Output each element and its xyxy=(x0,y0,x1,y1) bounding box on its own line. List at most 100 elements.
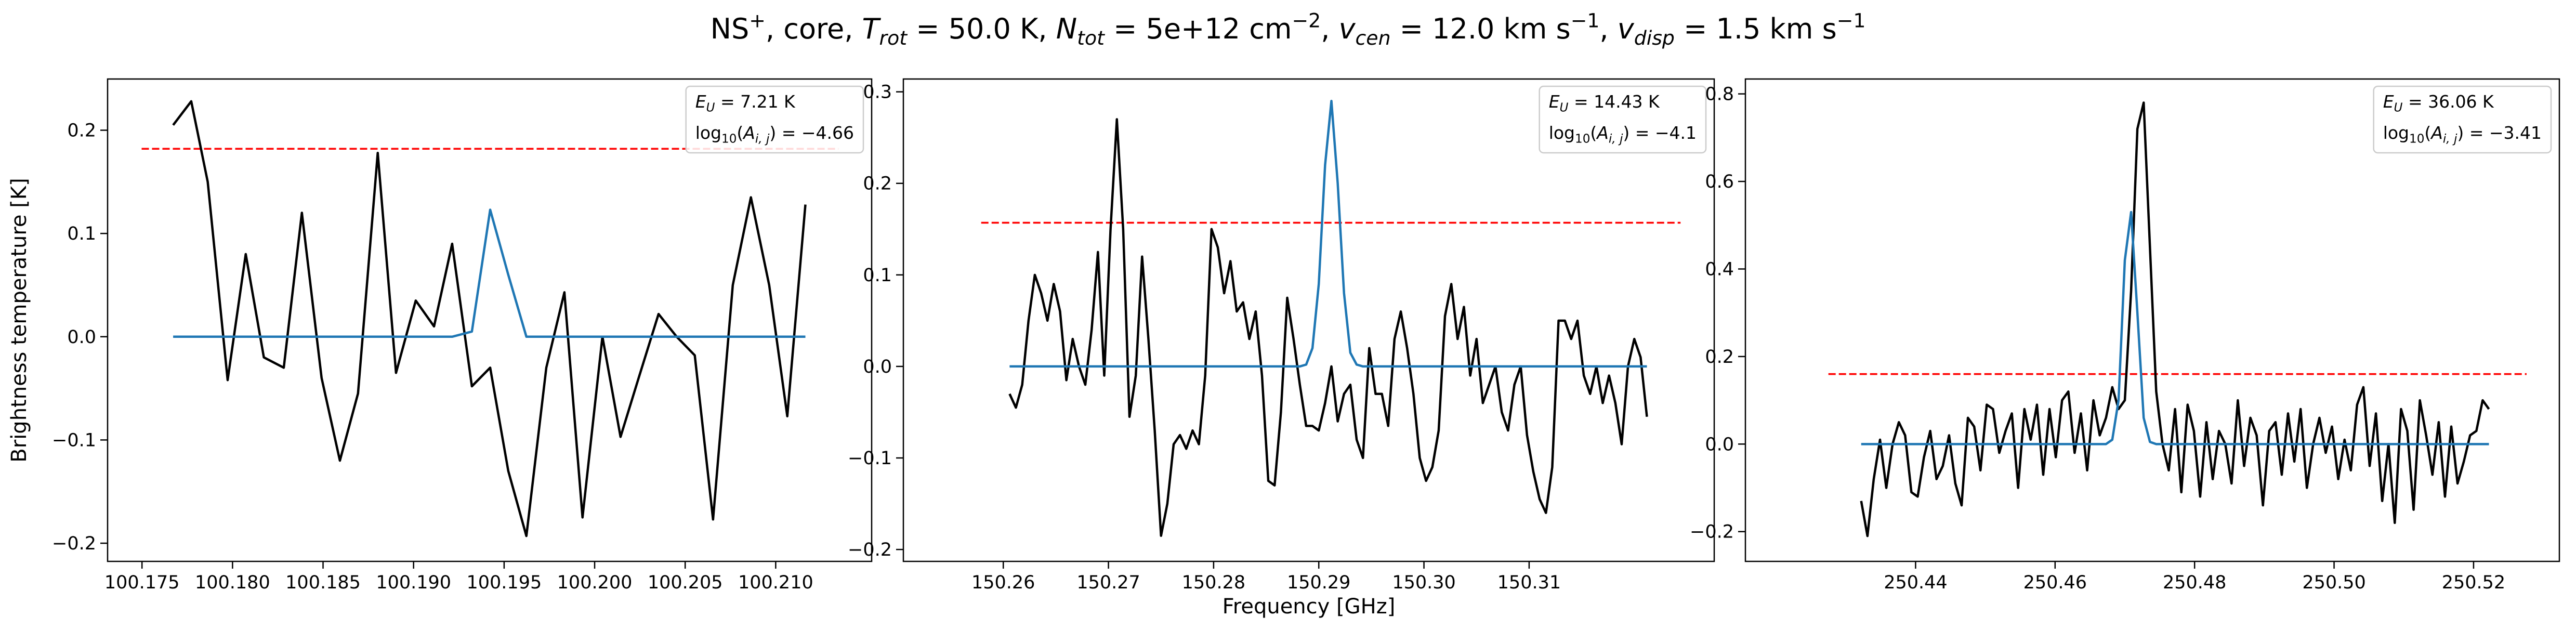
text-segment: 10 xyxy=(721,132,737,146)
text-segment: i, j xyxy=(1609,132,1623,146)
axes-frame xyxy=(107,78,873,562)
y-tick-label: 0.4 xyxy=(1705,259,1734,280)
axes: 150.26 150.27 150.28 150.29 150.30 150.31 −0.2… xyxy=(848,78,1715,619)
annotation-box xyxy=(2373,85,2552,154)
y-axis-label: Brightness temperature [K] xyxy=(7,178,31,462)
text-segment: A xyxy=(1596,123,1609,143)
text-segment: A xyxy=(2430,123,2443,143)
text-segment: = 12.0 km s xyxy=(1391,12,1571,45)
text-segment: ( xyxy=(1590,123,1597,143)
x-tick-label: 250.44 xyxy=(1884,572,1947,593)
y-tick-label: 0.1 xyxy=(863,265,892,286)
spectrum-line xyxy=(172,100,807,537)
axes-frame xyxy=(1744,78,2560,562)
text-segment: T xyxy=(862,12,882,45)
x-tick-label: 250.52 xyxy=(2442,572,2505,593)
text-segment: ( xyxy=(2424,123,2431,143)
text-segment: = 7.21 K xyxy=(715,91,796,112)
y-tick-label: 0.3 xyxy=(863,82,892,103)
axes: 100.175 100.180 100.185 100.190 100.195 100.2… xyxy=(7,78,873,593)
annotation-text: log10(Ai, j) = −3.41 xyxy=(2383,123,2542,146)
x-tick-label: 100.190 xyxy=(376,572,451,593)
x-tick-label: 250.50 xyxy=(2302,572,2365,593)
x-tick-label: 100.205 xyxy=(648,572,723,593)
annotation: EU = 7.21 K log10(Ai, j) = −4.66 xyxy=(685,85,864,154)
text-segment: i, j xyxy=(2443,132,2457,146)
x-tick-label: 100.180 xyxy=(195,572,270,593)
text-segment: log xyxy=(695,123,721,143)
spectrum-line xyxy=(1860,101,2490,537)
annotation-text: EU = 14.43 K xyxy=(1549,91,1660,114)
text-segment: tot xyxy=(1077,27,1105,49)
x-tick-label: 100.175 xyxy=(104,572,180,593)
annotation: EU = 36.06 K log10(Ai, j) = −3.41 xyxy=(2373,85,2552,154)
x-tick-label: 100.195 xyxy=(467,572,542,593)
y-tick-label: −0.2 xyxy=(1690,522,1734,543)
text-segment: −1 xyxy=(1571,9,1600,32)
y-tick-label: 0.6 xyxy=(1705,172,1734,192)
text-segment: ) = −3.41 xyxy=(2457,123,2542,143)
x-tick-label: 250.48 xyxy=(2163,572,2226,593)
text-segment: , xyxy=(1599,12,1617,45)
text-segment: U xyxy=(1560,101,1569,114)
text-segment: A xyxy=(742,123,755,143)
text-segment: , xyxy=(1321,12,1338,45)
x-tick-label: 150.27 xyxy=(1076,572,1140,593)
text-segment: i, j xyxy=(755,132,770,146)
text-segment: = 50.0 K, xyxy=(907,12,1056,45)
text-segment: = 1.5 km s xyxy=(1675,12,1837,45)
x-tick-label: 150.26 xyxy=(971,572,1035,593)
spectrum-line xyxy=(1009,100,1647,368)
y-tick-label: −0.2 xyxy=(848,540,892,560)
annotation-text: EU = 7.21 K xyxy=(695,91,796,114)
text-segment: U xyxy=(2394,101,2403,114)
y-tick-label: −0.1 xyxy=(52,430,96,451)
text-segment: disp xyxy=(1634,27,1675,49)
text-segment: 10 xyxy=(2409,132,2424,146)
spectrum-line xyxy=(1008,118,1648,537)
text-segment: v xyxy=(1618,12,1635,45)
axes: 250.44 250.46 250.48 250.50 250.52 −0.2 0.0 0.2… xyxy=(1690,78,2560,593)
y-tick-label: 0.0 xyxy=(863,357,892,377)
text-segment: rot xyxy=(879,27,908,49)
x-tick-label: 100.210 xyxy=(738,572,813,593)
y-tick-label: 0.0 xyxy=(1705,434,1734,455)
annotation: EU = 14.43 K log10(Ai, j) = −4.1 xyxy=(1539,85,1707,154)
text-segment: E xyxy=(695,91,706,112)
text-segment: log xyxy=(1549,123,1575,143)
y-tick-label: 0.0 xyxy=(67,327,96,348)
x-tick-label: 100.200 xyxy=(557,572,633,593)
text-segment: log xyxy=(2383,123,2409,143)
y-tick-label: 0.1 xyxy=(67,224,96,244)
text-segment: N xyxy=(1056,12,1077,45)
text-segment: E xyxy=(2383,91,2394,112)
y-tick-label: 0.2 xyxy=(67,121,96,141)
x-tick-label: 150.30 xyxy=(1392,572,1455,593)
text-segment: ) = −4.1 xyxy=(1623,123,1697,143)
annotation-text: EU = 36.06 K xyxy=(2383,91,2494,114)
text-segment: = 36.06 K xyxy=(2402,91,2494,112)
text-segment: = 14.43 K xyxy=(1568,91,1660,112)
x-axis-label: Frequency [GHz] xyxy=(1223,595,1396,619)
text-segment: E xyxy=(1549,91,1560,112)
y-tick-label: 0.8 xyxy=(1705,84,1734,105)
y-tick-label: −0.1 xyxy=(848,448,892,469)
axes-frame xyxy=(902,78,1715,562)
text-segment: v xyxy=(1339,12,1356,45)
figure-title: NS+, core, Trot = 50.0 K, Ntot = 5e+12 c… xyxy=(711,9,1866,49)
text-segment: 10 xyxy=(1575,132,1590,146)
text-segment: cen xyxy=(1356,27,1391,49)
text-segment: ( xyxy=(737,123,743,143)
annotation-text: log10(Ai, j) = −4.66 xyxy=(695,123,854,146)
x-tick-label: 150.29 xyxy=(1287,572,1350,593)
text-segment: , core, xyxy=(766,12,862,45)
y-tick-label: 0.2 xyxy=(863,174,892,194)
x-tick-label: 150.28 xyxy=(1182,572,1245,593)
text-segment: −1 xyxy=(1837,9,1866,32)
y-tick-label: 0.2 xyxy=(1705,347,1734,368)
annotation-text: log10(Ai, j) = −4.1 xyxy=(1549,123,1697,146)
spectrum-line xyxy=(1861,211,2489,445)
y-tick-label: −0.2 xyxy=(52,533,96,554)
text-segment: NS xyxy=(711,12,750,45)
